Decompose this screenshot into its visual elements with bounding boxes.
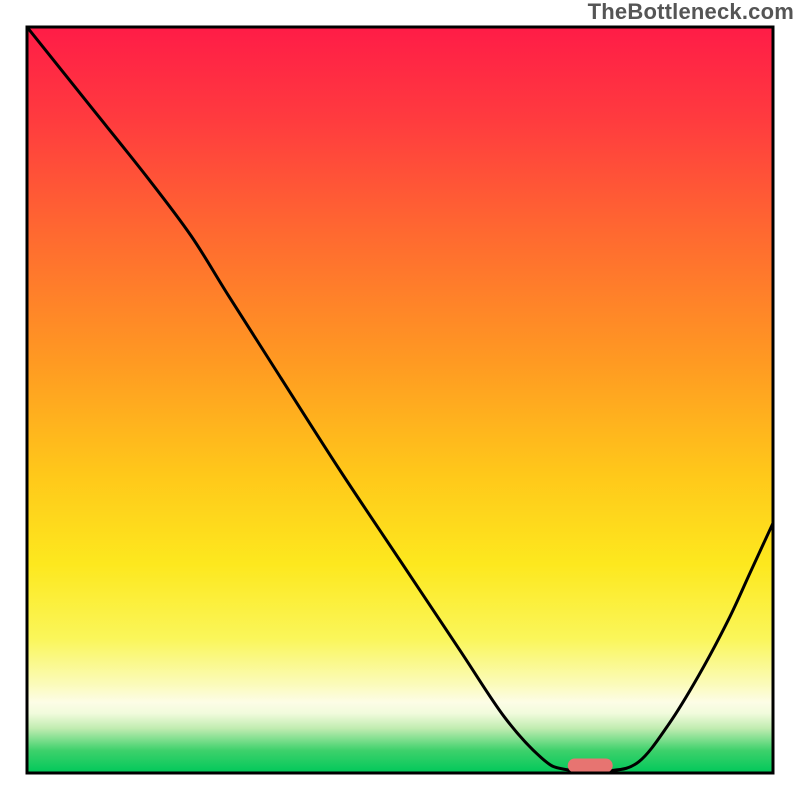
optimum-marker [568, 759, 613, 773]
plot-area [27, 27, 773, 773]
bottleneck-chart [0, 0, 800, 800]
gradient-fill [27, 27, 773, 773]
attribution-label: TheBottleneck.com [588, 0, 794, 24]
